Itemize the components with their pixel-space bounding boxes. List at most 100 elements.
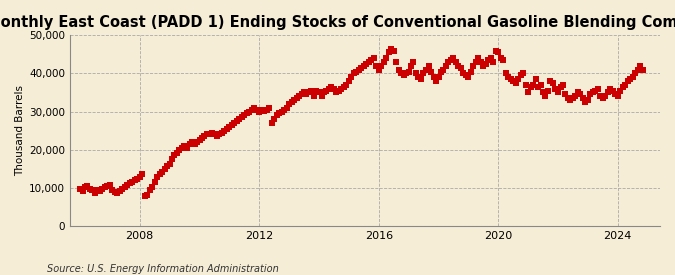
Point [590,88,601,93]
Point [256,108,267,112]
Point [77,189,88,193]
Point [132,177,142,181]
Point [381,56,392,60]
Point [264,106,275,110]
Point [565,98,576,102]
Point [418,71,429,76]
Point [344,79,354,83]
Point [159,167,170,171]
Point [410,71,421,76]
Point [558,83,568,87]
Point [105,183,115,187]
Point [448,56,459,60]
Point [134,175,145,179]
Point [575,92,586,97]
Point [179,144,190,148]
Point [470,60,481,64]
Point [149,180,160,184]
Point [632,67,643,72]
Point [490,48,501,53]
Point [513,77,524,81]
Point [254,109,265,114]
Point [234,117,244,121]
Point [306,88,317,93]
Point [478,64,489,68]
Point [537,90,548,95]
Point [481,62,491,66]
Point [137,172,148,177]
Point [194,138,205,142]
Point [87,188,98,193]
Point [394,67,404,72]
Point [207,130,217,135]
Point [617,85,628,89]
Point [157,170,167,174]
Point [503,75,514,79]
Point [199,134,210,139]
Point [423,64,434,68]
Point [311,88,322,93]
Point [122,183,132,187]
Point [241,111,252,116]
Point [217,130,227,135]
Point [75,186,86,191]
Text: Source: U.S. Energy Information Administration: Source: U.S. Energy Information Administ… [47,264,279,274]
Point [82,184,92,188]
Point [167,157,178,161]
Point [510,81,521,85]
Point [338,85,349,89]
Point [634,64,645,68]
Y-axis label: Thousand Barrels: Thousand Barrels [15,85,25,176]
Point [162,163,173,168]
Point [600,94,611,98]
Point [152,175,163,179]
Point [291,96,302,100]
Point [637,67,648,72]
Point [592,87,603,91]
Point [236,115,247,119]
Point [428,75,439,79]
Point [547,81,558,85]
Point [475,60,486,64]
Point [171,150,182,155]
Point [189,142,200,146]
Point [271,113,282,118]
Point [321,88,332,93]
Point [182,145,192,150]
Point [209,132,219,137]
Point [391,60,402,64]
Point [348,71,359,76]
Point [142,192,153,197]
Point [127,180,138,184]
Point [281,106,292,110]
Point [443,60,454,64]
Point [119,185,130,189]
Point [441,64,452,68]
Point [456,65,466,70]
Point [346,75,357,79]
Point [356,65,367,70]
Point [543,88,554,93]
Point [186,140,197,144]
Point [314,90,325,95]
Point [117,186,128,191]
Point [597,96,608,100]
Point [431,79,441,83]
Point [333,88,344,93]
Point [518,71,529,76]
Point [522,90,533,95]
Point [184,142,195,146]
Point [413,75,424,79]
Point [555,85,566,89]
Point [201,132,212,137]
Point [535,83,546,87]
Point [326,85,337,89]
Point [294,94,304,98]
Point [229,121,240,125]
Point [99,185,110,189]
Point [438,67,449,72]
Point [460,73,471,78]
Point [446,58,456,62]
Point [261,108,272,112]
Point [259,109,269,113]
